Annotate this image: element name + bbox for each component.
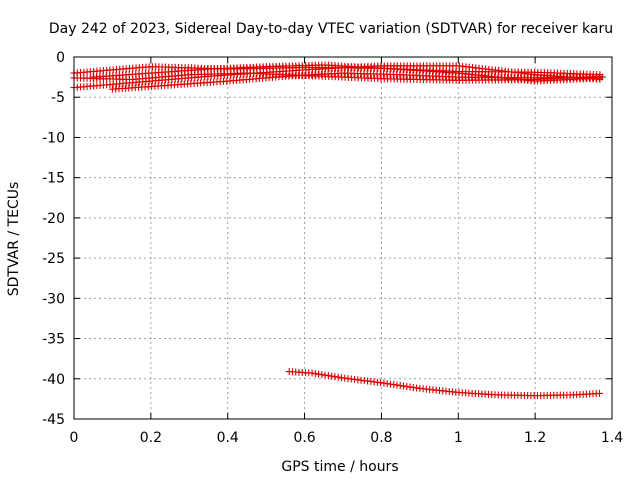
series-group: [285, 368, 604, 400]
y-tick-label: -35: [42, 332, 65, 348]
y-tick-label: -45: [42, 412, 65, 428]
x-tick-label: 1.4: [601, 430, 623, 446]
y-tick-label: -10: [42, 130, 65, 146]
x-tick-label: 1.2: [524, 430, 546, 446]
axis-ticks: 0 0.2 0.4 0.6 0.8 1 1.2 1.4 0 -5 -10 -15 -20 -25 -30 -3…: [42, 50, 623, 446]
data-point: [596, 74, 604, 82]
grid: [74, 57, 612, 419]
y-tick-label: -5: [51, 90, 65, 106]
y-tick-label: -40: [42, 372, 65, 388]
x-tick-label: 0.8: [370, 430, 392, 446]
x-tick-label: 1: [454, 430, 463, 446]
data-point: [596, 389, 604, 397]
y-tick-label: -20: [42, 211, 65, 227]
x-axis-title: GPS time / hours: [281, 459, 398, 475]
x-tick-label: 0.6: [293, 430, 315, 446]
y-tick-label: -25: [42, 251, 65, 267]
x-tick-label: 0.2: [140, 430, 162, 446]
x-tick-label: 0: [70, 430, 79, 446]
x-tick-label: 0.4: [217, 430, 239, 446]
y-axis-title: SDTVAR / TECUs: [6, 182, 22, 297]
y-tick-label: -15: [42, 171, 65, 187]
chart-title: Day 242 of 2023, Sidereal Day-to-day VTE…: [49, 21, 613, 37]
data-series: [70, 61, 606, 400]
y-tick-label: 0: [56, 50, 65, 66]
series-group: [89, 61, 604, 85]
y-tick-label: -30: [42, 291, 65, 307]
plot-frame: [73, 56, 613, 420]
